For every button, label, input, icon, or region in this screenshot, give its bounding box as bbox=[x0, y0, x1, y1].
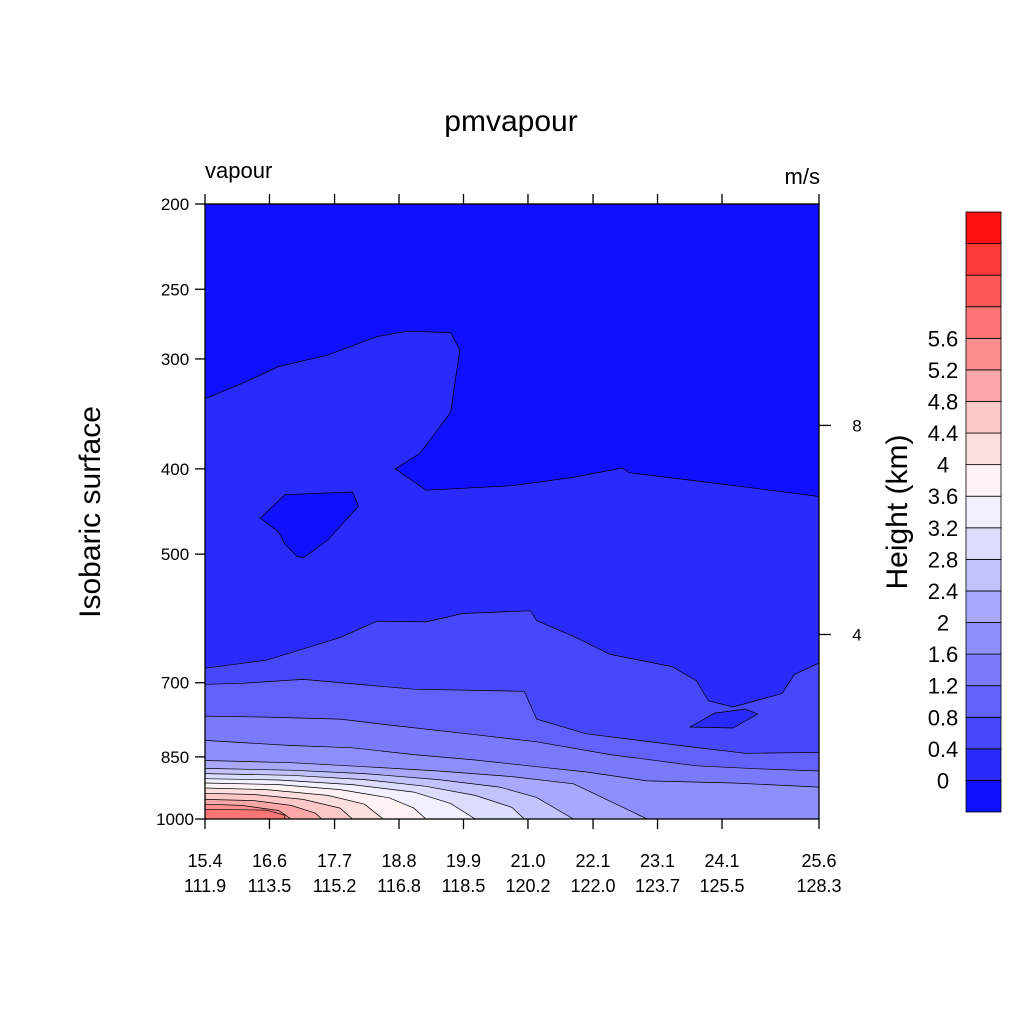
y-tick-label: 1000 bbox=[156, 810, 194, 829]
x-tick-lon-label: 123.7 bbox=[635, 876, 680, 896]
right-corner-label: m/s bbox=[785, 164, 820, 189]
y-axis-label: Isobaric surface bbox=[74, 406, 107, 618]
chart-title: pmvapour bbox=[444, 105, 577, 138]
x-tick-lon-label: 115.2 bbox=[313, 876, 357, 896]
y-axis-ticks: 200 250 300 400 500 700 850 1000 bbox=[156, 195, 205, 829]
contour-fill-layer bbox=[205, 204, 819, 819]
x-tick-lon-label: 111.9 bbox=[184, 876, 226, 896]
y-tick-label: 400 bbox=[161, 460, 189, 479]
x-tick-lat-label: 25.6 bbox=[801, 851, 836, 871]
colorbar-label: 0 bbox=[937, 768, 949, 793]
colorbar-swatch bbox=[965, 780, 1002, 813]
x-axis-ticks: 15.4 111.9 16.6 113.5 17.7 115.2 18.8 116.8 19.9… bbox=[184, 194, 842, 896]
x-tick-lat-label: 18.8 bbox=[382, 851, 417, 871]
contour-line-3-6 bbox=[205, 782, 427, 819]
y-tick-label: 200 bbox=[161, 195, 189, 214]
x-tick-lat-label: 23.1 bbox=[640, 851, 675, 871]
x-tick-lat-label: 21.0 bbox=[510, 851, 545, 871]
contour-line-4-8 bbox=[205, 799, 322, 819]
colorbar-label: 2.8 bbox=[928, 547, 959, 572]
right-axis-ticks: 84 bbox=[819, 416, 862, 644]
x-tick-lon-label: 120.2 bbox=[505, 876, 550, 896]
contour-line-5-6 bbox=[205, 808, 286, 819]
colorbar-label: 2.4 bbox=[928, 579, 959, 604]
y-tick-label: 300 bbox=[161, 350, 189, 369]
right-tick-label: 8 bbox=[852, 416, 861, 435]
colorbar-swatch bbox=[965, 622, 1002, 655]
contour-line-5-2 bbox=[205, 803, 292, 819]
colorbar: 0 0.4 0.8 1.2 1.6 2 2.4 2.8 3.2 3.6 4 4.4 4.8 5.2 5.6 bbox=[928, 211, 1002, 813]
right-tick-label: 4 bbox=[852, 625, 861, 644]
plot-frame bbox=[204, 203, 820, 820]
x-tick-lon-label: 125.5 bbox=[699, 876, 744, 896]
x-tick-lat-label: 22.1 bbox=[576, 851, 611, 871]
x-tick-lat-label: 15.4 bbox=[187, 851, 222, 871]
contour-island bbox=[259, 491, 359, 559]
colorbar-swatch bbox=[965, 495, 1002, 529]
right-axis-label: Height (km) bbox=[881, 434, 914, 589]
colorbar-swatch bbox=[965, 653, 1002, 687]
x-tick-lon-label: 118.5 bbox=[442, 876, 486, 896]
x-tick-lon-label: 113.5 bbox=[248, 876, 292, 896]
colorbar-swatch bbox=[965, 369, 1002, 402]
colorbar-swatch bbox=[965, 243, 1002, 276]
colorbar-swatch bbox=[965, 527, 1002, 560]
x-tick-lon-label: 128.3 bbox=[796, 876, 841, 896]
colorbar-label: 1.6 bbox=[928, 642, 959, 667]
colorbar-label: 0.4 bbox=[928, 737, 959, 762]
contour-line-2-8 bbox=[205, 773, 525, 819]
contour-line-0-8 bbox=[205, 679, 819, 754]
x-tick-lon-label: 122.0 bbox=[571, 876, 616, 896]
colorbar-swatch bbox=[965, 274, 1002, 308]
colorbar-swatch bbox=[965, 748, 1002, 781]
colorbar-swatch bbox=[965, 401, 1002, 434]
contour-line-0 bbox=[205, 330, 819, 497]
x-tick-lat-label: 19.9 bbox=[446, 851, 481, 871]
contour-line-4-4 bbox=[205, 792, 353, 819]
x-tick-lat-label: 16.6 bbox=[252, 851, 287, 871]
x-tick-lat-label: 24.1 bbox=[704, 851, 739, 871]
contour-line-2-4 bbox=[205, 768, 574, 819]
colorbar-swatch bbox=[965, 716, 1002, 750]
colorbar-swatch bbox=[965, 211, 1002, 244]
colorbar-swatch bbox=[965, 337, 1002, 371]
colorbar-swatch bbox=[965, 306, 1002, 339]
colorbar-swatch bbox=[965, 590, 1002, 623]
colorbar-label: 3.6 bbox=[928, 484, 959, 509]
contour-line-3-2 bbox=[205, 778, 476, 819]
y-tick-label: 700 bbox=[161, 674, 189, 693]
colorbar-label: 2 bbox=[937, 611, 949, 636]
contour-line-1-2 bbox=[205, 715, 819, 772]
colorbar-label: 3.2 bbox=[928, 516, 959, 541]
plot-border bbox=[204, 203, 820, 820]
y-tick-label: 500 bbox=[161, 545, 189, 564]
left-corner-label: vapour bbox=[205, 158, 272, 183]
contour-line-2 bbox=[205, 760, 648, 819]
colorbar-label: 1.2 bbox=[928, 674, 959, 699]
contour-hole bbox=[688, 708, 759, 729]
colorbar-label: 4.8 bbox=[928, 389, 959, 414]
y-tick-label: 250 bbox=[161, 280, 189, 299]
contour-line-4 bbox=[205, 787, 384, 819]
contour-line-0-4 bbox=[205, 610, 819, 708]
colorbar-label: 5.6 bbox=[928, 326, 959, 351]
colorbar-swatch bbox=[965, 432, 1002, 466]
y-tick-label: 850 bbox=[161, 748, 189, 767]
colorbar-label: 5.2 bbox=[928, 358, 959, 383]
contour-line-1-6 bbox=[205, 740, 819, 788]
colorbar-swatch bbox=[965, 464, 1002, 497]
colorbar-label: 0.8 bbox=[928, 705, 959, 730]
colorbar-label: 4.4 bbox=[928, 421, 959, 446]
x-tick-lon-label: 116.8 bbox=[377, 876, 421, 896]
colorbar-swatch bbox=[965, 685, 1002, 718]
colorbar-label: 4 bbox=[937, 453, 949, 478]
x-tick-lat-label: 17.7 bbox=[317, 851, 352, 871]
contour-fill-5-6 bbox=[205, 809, 285, 819]
colorbar-swatch bbox=[965, 558, 1002, 592]
